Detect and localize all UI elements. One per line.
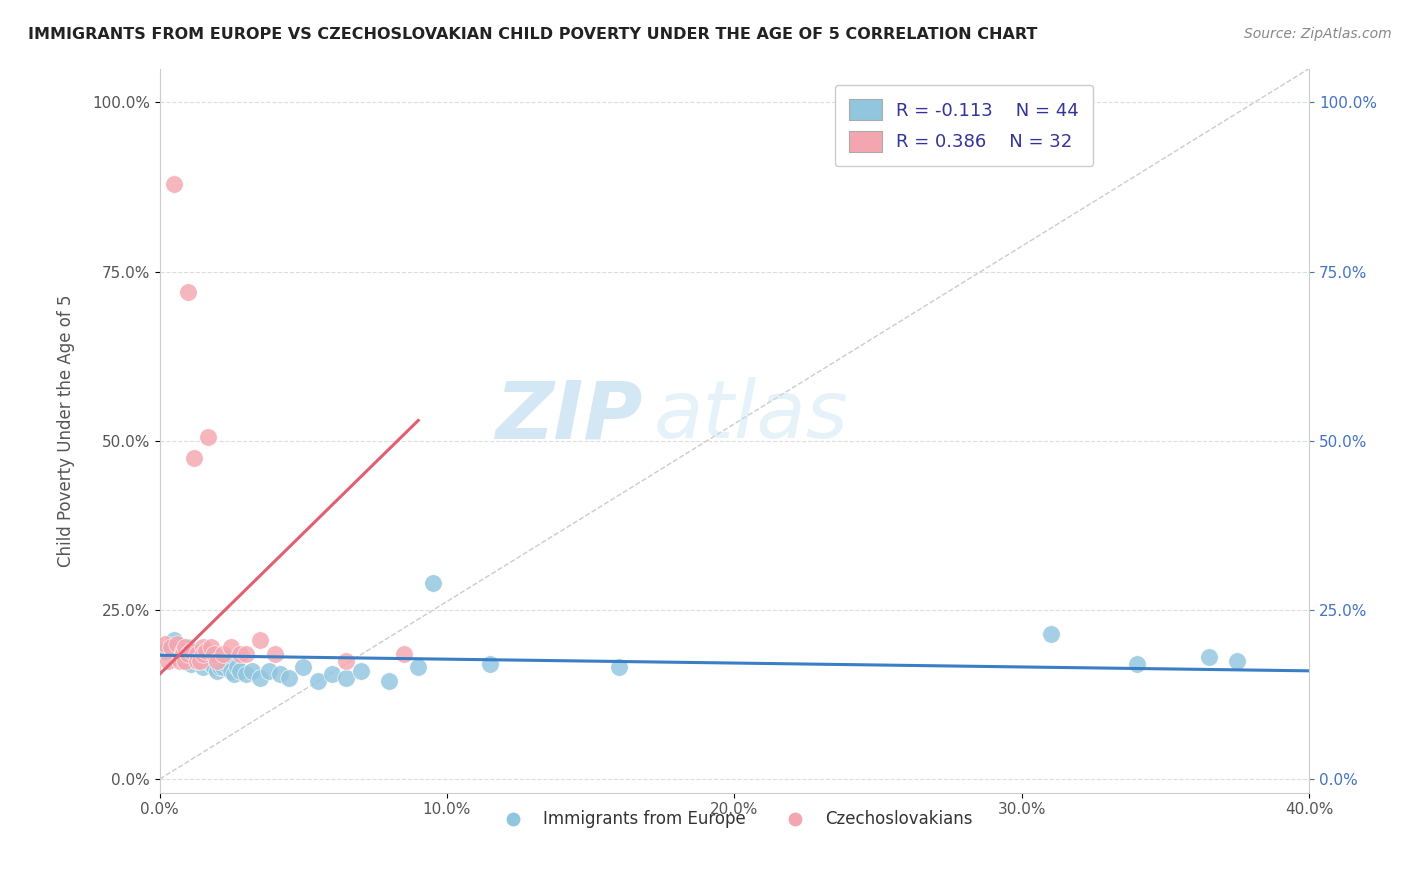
Legend: Immigrants from Europe, Czechoslovakians: Immigrants from Europe, Czechoslovakians <box>489 804 980 835</box>
Point <box>1039 626 1062 640</box>
Point <box>191 647 214 661</box>
Point <box>177 285 200 299</box>
Point <box>163 177 186 191</box>
Point <box>177 647 200 661</box>
Point <box>186 654 208 668</box>
Point <box>205 654 228 668</box>
Point <box>215 657 238 671</box>
Point <box>208 660 231 674</box>
Point <box>335 654 357 668</box>
Y-axis label: Child Poverty Under the Age of 5: Child Poverty Under the Age of 5 <box>58 294 75 566</box>
Point <box>422 575 444 590</box>
Point <box>155 637 177 651</box>
Point <box>229 647 252 661</box>
Point <box>197 654 219 668</box>
Point <box>321 667 343 681</box>
Point <box>350 664 373 678</box>
Point <box>200 640 222 655</box>
Point <box>160 640 183 655</box>
Point <box>307 673 329 688</box>
Point <box>180 643 202 657</box>
Point <box>174 640 197 655</box>
Point <box>172 643 194 657</box>
Point <box>191 640 214 655</box>
Point <box>249 671 271 685</box>
Point <box>335 671 357 685</box>
Point <box>277 671 299 685</box>
Point <box>229 664 252 678</box>
Point <box>172 650 194 665</box>
Point <box>1126 657 1149 671</box>
Point <box>378 673 401 688</box>
Point <box>172 647 194 661</box>
Point <box>194 643 217 657</box>
Point <box>609 660 631 674</box>
Text: ZIP: ZIP <box>495 377 643 455</box>
Point <box>224 667 246 681</box>
Point <box>163 633 186 648</box>
Point <box>479 657 502 671</box>
Point <box>263 647 285 661</box>
Point <box>194 647 217 661</box>
Point <box>211 660 233 674</box>
Point <box>186 654 208 668</box>
Text: atlas: atlas <box>654 377 849 455</box>
Text: Source: ZipAtlas.com: Source: ZipAtlas.com <box>1244 27 1392 41</box>
Point <box>208 654 231 668</box>
Point <box>221 664 243 678</box>
Point <box>186 647 208 661</box>
Point <box>174 654 197 668</box>
Point <box>200 657 222 671</box>
Point <box>1226 654 1249 668</box>
Point <box>202 647 225 661</box>
Point <box>211 647 233 661</box>
Point <box>235 667 257 681</box>
Point <box>169 654 191 668</box>
Point <box>221 640 243 655</box>
Point <box>188 654 211 668</box>
Point <box>292 660 315 674</box>
Point <box>157 654 180 668</box>
Point <box>257 664 280 678</box>
Point <box>188 654 211 668</box>
Point <box>249 633 271 648</box>
Point <box>191 647 214 661</box>
Point <box>197 430 219 444</box>
Point <box>194 654 217 668</box>
Point <box>240 664 263 678</box>
Point <box>155 643 177 657</box>
Point <box>202 660 225 674</box>
Point <box>1198 650 1220 665</box>
Point <box>226 660 249 674</box>
Point <box>174 654 197 668</box>
Point <box>180 657 202 671</box>
Point <box>392 647 415 661</box>
Point <box>183 450 205 465</box>
Point <box>177 640 200 655</box>
Point <box>235 647 257 661</box>
Point <box>200 647 222 661</box>
Point <box>406 660 429 674</box>
Point <box>183 650 205 665</box>
Point <box>269 667 291 681</box>
Point <box>166 637 188 651</box>
Text: IMMIGRANTS FROM EUROPE VS CZECHOSLOVAKIAN CHILD POVERTY UNDER THE AGE OF 5 CORRE: IMMIGRANTS FROM EUROPE VS CZECHOSLOVAKIA… <box>28 27 1038 42</box>
Point <box>191 660 214 674</box>
Point <box>205 664 228 678</box>
